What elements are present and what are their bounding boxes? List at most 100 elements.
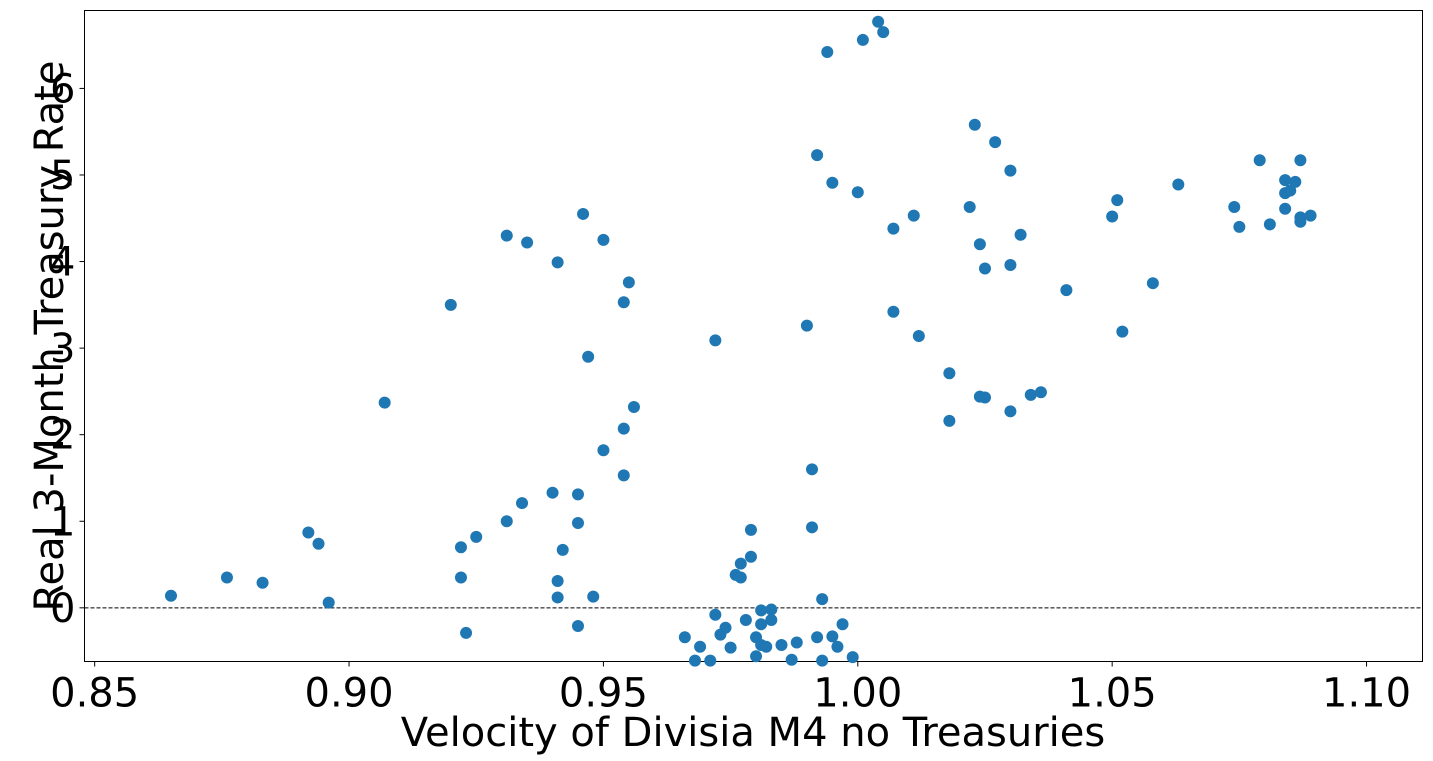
data-point xyxy=(800,319,813,332)
y-axis-label: Real 3-Month Treasury Rate xyxy=(27,61,73,612)
data-point xyxy=(704,654,717,667)
data-point xyxy=(887,222,900,235)
y-tick-label: 2 xyxy=(50,413,75,459)
data-point xyxy=(312,537,325,550)
data-point xyxy=(1116,325,1129,338)
data-point xyxy=(577,207,590,220)
y-tick-label: 0 xyxy=(50,586,75,632)
data-point xyxy=(907,209,920,222)
data-point xyxy=(724,641,737,654)
data-point xyxy=(597,444,610,457)
data-point xyxy=(1284,184,1297,197)
data-point xyxy=(1004,259,1017,272)
data-point xyxy=(460,626,473,639)
data-point xyxy=(597,233,610,246)
data-point xyxy=(688,654,701,667)
data-point xyxy=(973,238,986,251)
x-tick-label: 1.10 xyxy=(1322,671,1411,717)
data-point xyxy=(1263,218,1276,231)
data-point xyxy=(760,640,773,653)
data-point xyxy=(811,149,824,162)
data-point xyxy=(978,262,991,275)
data-point xyxy=(806,463,819,476)
x-axis-label: Velocity of Divisia M4 no Treasuries xyxy=(401,710,1105,756)
data-point xyxy=(378,396,391,409)
data-point xyxy=(302,526,315,539)
data-point xyxy=(1279,174,1292,187)
data-point xyxy=(617,469,630,482)
data-point xyxy=(943,414,956,427)
data-point xyxy=(1004,405,1017,418)
y-tick-label: 3 xyxy=(50,326,75,372)
data-point xyxy=(1233,220,1246,233)
data-point xyxy=(1034,386,1047,399)
data-point xyxy=(744,550,757,563)
data-point xyxy=(1060,284,1073,297)
data-point xyxy=(1172,178,1185,191)
data-point xyxy=(851,186,864,199)
data-point xyxy=(454,541,467,554)
data-point xyxy=(816,593,829,606)
data-point xyxy=(1304,209,1317,222)
data-point xyxy=(709,334,722,347)
data-point xyxy=(587,590,600,603)
data-point xyxy=(551,591,564,604)
data-point xyxy=(709,608,722,621)
data-point xyxy=(816,654,829,667)
y-tick-label: 5 xyxy=(50,153,75,199)
data-point xyxy=(755,604,768,617)
x-tick-label: 1.00 xyxy=(813,671,902,717)
data-point xyxy=(551,256,564,269)
data-point xyxy=(1024,388,1037,401)
data-point xyxy=(546,486,559,499)
data-point xyxy=(1289,175,1302,188)
data-point xyxy=(734,557,747,570)
data-point xyxy=(571,516,584,529)
data-point xyxy=(164,589,177,602)
data-point xyxy=(856,33,869,46)
data-point xyxy=(821,46,834,59)
data-point xyxy=(470,530,483,543)
data-point xyxy=(678,631,691,644)
data-point xyxy=(220,571,233,584)
data-point xyxy=(790,636,803,649)
data-point xyxy=(516,497,529,510)
data-point xyxy=(750,650,763,663)
data-point xyxy=(831,640,844,653)
data-point xyxy=(1111,194,1124,207)
data-point xyxy=(627,400,640,413)
data-point xyxy=(744,523,757,536)
data-point xyxy=(617,296,630,309)
data-point xyxy=(739,613,752,626)
data-point xyxy=(694,640,707,653)
data-point xyxy=(755,618,768,631)
data-point xyxy=(785,653,798,666)
data-point xyxy=(617,422,630,435)
data-point xyxy=(500,515,513,528)
data-point xyxy=(322,596,335,609)
data-point xyxy=(811,631,824,644)
data-point xyxy=(521,236,534,249)
x-tick-label: 0.85 xyxy=(50,671,139,717)
y-tick-label: 6 xyxy=(50,66,75,112)
data-point xyxy=(1294,215,1307,228)
data-point xyxy=(719,621,732,634)
data-point xyxy=(1014,228,1027,241)
data-point xyxy=(912,330,925,342)
data-point xyxy=(887,305,900,318)
data-point xyxy=(872,15,885,28)
data-point xyxy=(551,574,564,587)
data-point xyxy=(1253,154,1266,167)
data-point xyxy=(943,367,956,380)
x-axis-ticks: 0.85 0.90 0.95 1.00 1.05 1.10 xyxy=(50,661,1411,717)
data-point xyxy=(1228,201,1241,214)
data-point xyxy=(765,603,778,616)
data-point xyxy=(556,543,569,556)
data-point xyxy=(454,571,467,584)
data-point xyxy=(582,350,595,363)
data-point xyxy=(836,618,849,631)
x-tick-label: 1.05 xyxy=(1068,671,1157,717)
data-point xyxy=(571,620,584,633)
data-point xyxy=(444,298,457,311)
data-point xyxy=(826,630,839,643)
